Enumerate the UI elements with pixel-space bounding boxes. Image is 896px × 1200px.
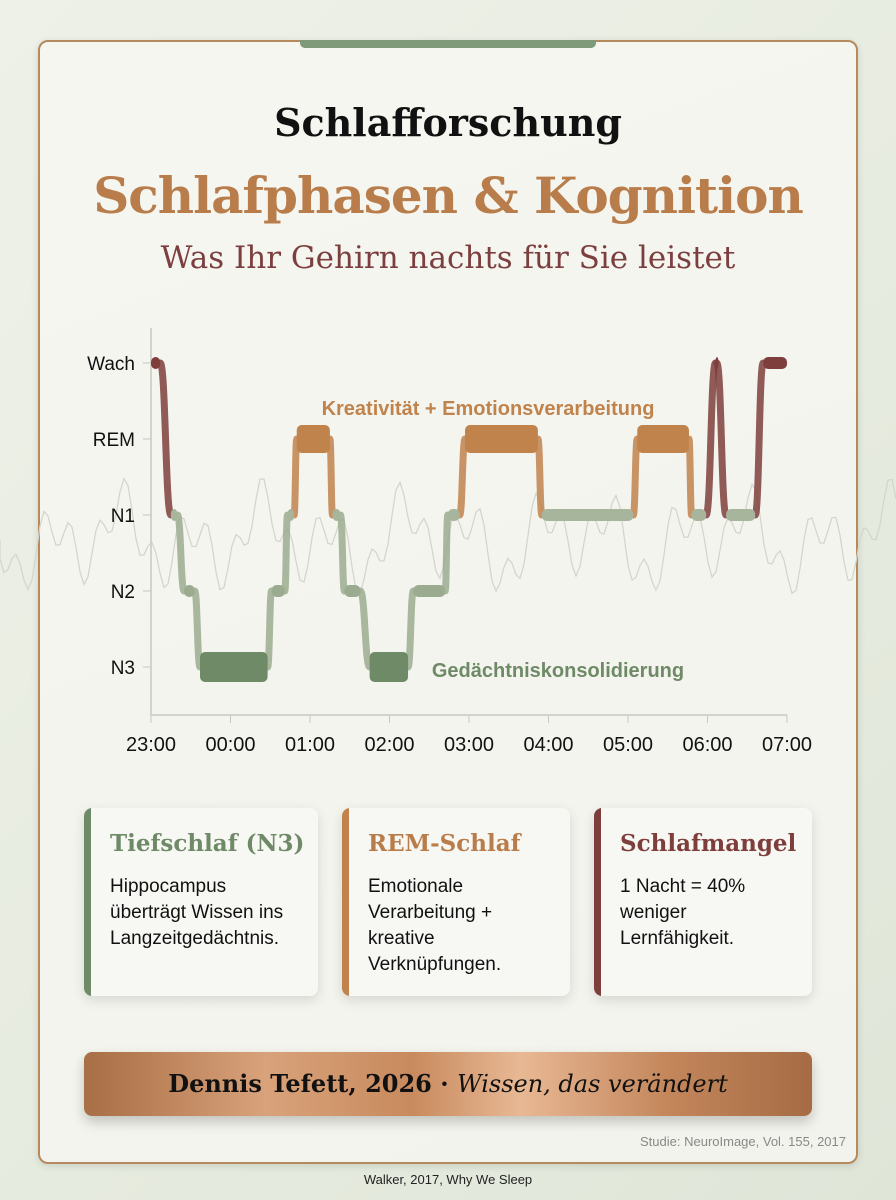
y-tick-label: N1	[111, 506, 135, 527]
stage-transition	[356, 587, 374, 671]
study-citation: Studie: NeuroImage, Vol. 155, 2017	[640, 1134, 846, 1149]
card-text: 1 Nacht = 40% weniger Lernfähigkeit.	[620, 876, 746, 949]
stage-transition	[174, 511, 188, 595]
source-citation: Walker, 2017, Why We Sleep	[363, 1172, 533, 1187]
card-title: Schlafmangel	[620, 830, 797, 857]
footer-author: Dennis Tefett, 2026 ·	[168, 1069, 457, 1098]
stage-segment-wach	[715, 357, 719, 369]
stage-segment-n2	[413, 585, 446, 597]
x-tick-label: 23:00	[126, 734, 176, 756]
card-accent-bar	[84, 808, 91, 996]
stage-segment-n1	[170, 509, 178, 521]
stage-segment-wach	[151, 357, 161, 369]
footer-tagline: Wissen, das verändert	[456, 1070, 728, 1098]
card-rem-sleep: REM-Schlaf Emotionale Verarbeitung + kre…	[342, 808, 570, 996]
stage-segment-n2	[344, 585, 361, 597]
x-tick-label: 06:00	[682, 734, 732, 756]
stage-transition	[685, 435, 696, 519]
y-tick-label: Wach	[87, 354, 135, 375]
stage-transition	[156, 359, 175, 519]
stage-transition	[629, 435, 641, 519]
stage-segment-rem	[465, 425, 538, 453]
stage-transition	[326, 435, 337, 519]
stage-segment-rem	[637, 425, 689, 453]
page-title: Schlafphasen & Kognition	[93, 166, 804, 225]
x-tick-label: 07:00	[762, 734, 812, 756]
stage-segment-n1	[691, 509, 707, 521]
stage-transition	[336, 511, 348, 595]
card-text: Hippocampus überträgt Wissen ins Langzei…	[110, 876, 284, 949]
x-tick-label: 02:00	[364, 734, 414, 756]
y-tick-label: N2	[111, 582, 135, 603]
stage-segment-rem	[296, 425, 330, 453]
card-title: REM-Schlaf	[368, 830, 521, 857]
x-tick-label: 00:00	[205, 734, 255, 756]
hypnogram-chart: Wach REM N1 N2 N3 23:00 00:00 01:00 02:00 03:00 04…	[0, 328, 896, 756]
stage-segment-n3	[200, 652, 268, 682]
stage-segment-n3	[369, 652, 409, 682]
x-tick-label: 04:00	[523, 734, 573, 756]
stage-transition	[281, 511, 291, 595]
stage-transition	[534, 435, 546, 519]
card-deep-sleep: Tiefschlaf (N3) Hippocampus überträgt Wi…	[84, 808, 318, 996]
stage-segment-n2	[271, 585, 285, 597]
stage-transition	[191, 587, 204, 671]
annotation-n3: Gedächtniskonsolidierung	[432, 660, 684, 682]
x-tick-label: 01:00	[285, 734, 335, 756]
stage-transition	[404, 587, 417, 671]
stage-transition	[441, 511, 452, 595]
stage-transition	[456, 435, 469, 519]
stage-segment-n1	[541, 509, 634, 521]
stage-transition	[713, 359, 730, 519]
footer-banner: Dennis Tefett, 2026 · Wissen, das veränd…	[84, 1052, 812, 1116]
top-accent-tab	[300, 40, 596, 48]
stage-segment-wach	[763, 357, 787, 369]
stage-segment-n1	[287, 509, 295, 521]
stage-transition	[702, 359, 719, 519]
annotation-rem: Kreativität + Emotionsverarbeitung	[322, 398, 655, 420]
card-sleep-deprivation: Schlafmangel 1 Nacht = 40% weniger Lernf…	[594, 808, 812, 996]
y-tick-label: REM	[93, 430, 135, 451]
card-text: Emotionale Verarbeitung + kreative Verkn…	[368, 876, 502, 975]
y-tick-label: N3	[111, 658, 135, 679]
stage-transition	[290, 435, 301, 519]
stage-segment-n1	[332, 509, 341, 521]
stage-transition	[264, 587, 276, 671]
stage-segment-n1	[447, 509, 460, 521]
kicker: Schlafforschung	[274, 100, 622, 145]
card-accent-bar	[594, 808, 601, 996]
stage-transition	[751, 359, 767, 519]
card-title: Tiefschlaf (N3)	[110, 830, 305, 857]
card-accent-bar	[342, 808, 349, 996]
x-tick-label: 03:00	[444, 734, 494, 756]
subtitle: Was Ihr Gehirn nachts für Sie leistet	[160, 240, 736, 276]
stage-segment-n2	[184, 585, 195, 597]
x-tick-label: 05:00	[603, 734, 653, 756]
stage-segment-n1	[726, 509, 756, 521]
